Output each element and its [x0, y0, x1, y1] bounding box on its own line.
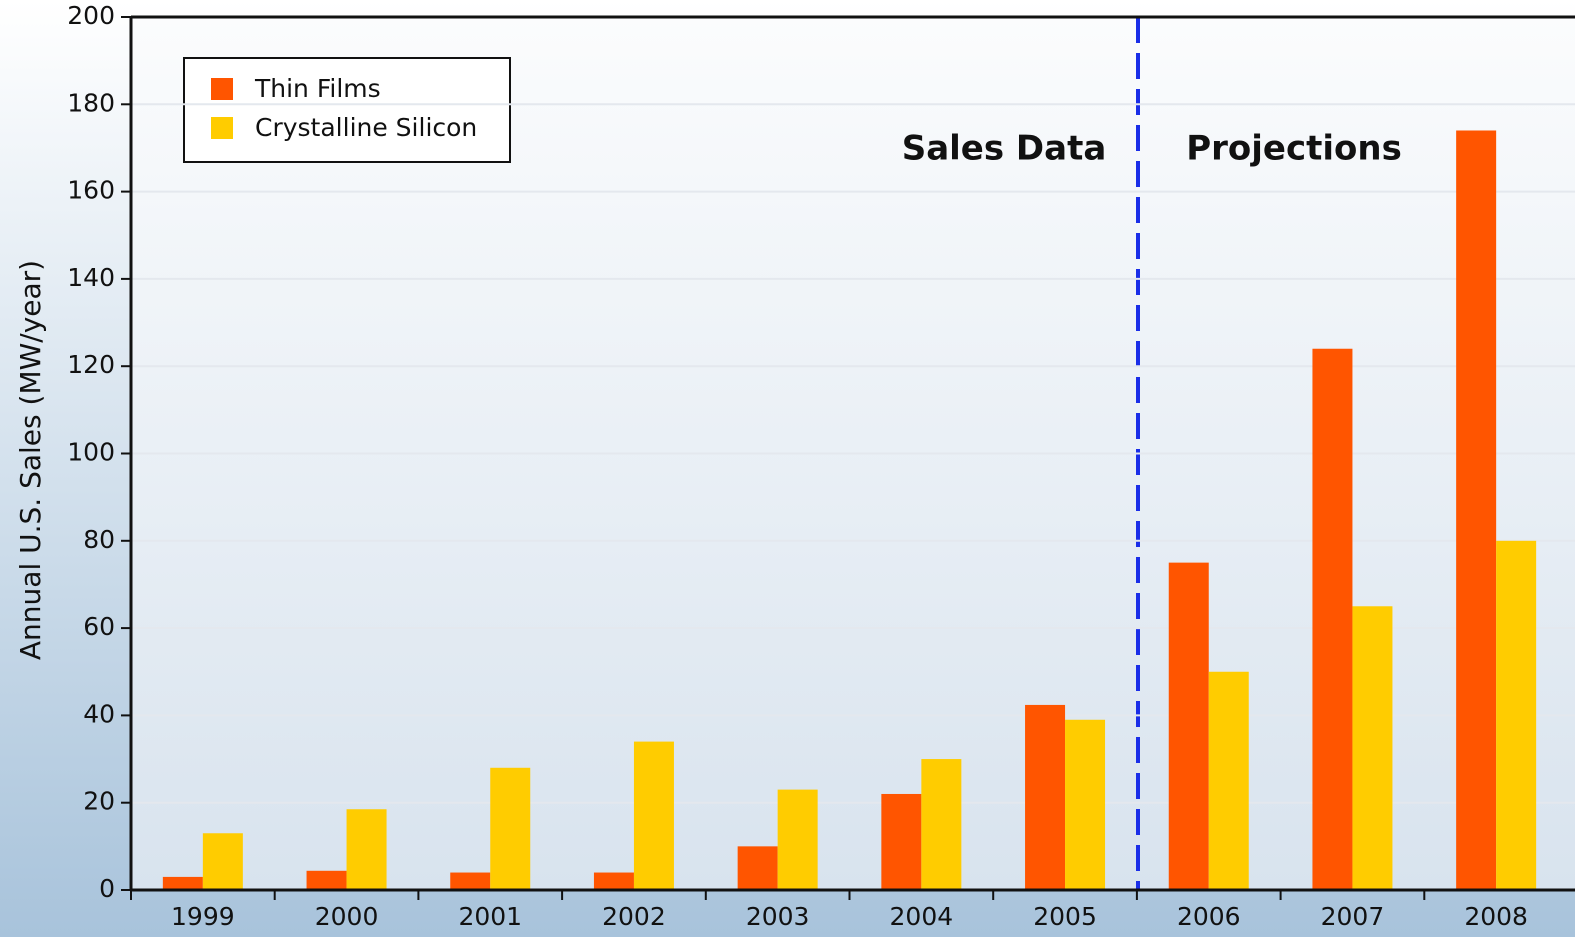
bar [1168, 562, 1209, 890]
y-tick-label: 200 [67, 1, 115, 30]
bar [1025, 704, 1066, 890]
bar [1456, 130, 1497, 891]
x-tick-label: 2005 [1033, 902, 1097, 931]
bar [881, 793, 922, 890]
y-tick-label: 160 [67, 176, 115, 205]
bar [202, 833, 243, 890]
x-tick-label: 2002 [602, 902, 666, 931]
y-tick-label: 180 [67, 88, 115, 117]
annotation: Sales Data [902, 129, 1107, 169]
bar [1352, 606, 1393, 890]
legend-swatch [211, 117, 233, 139]
x-tick-label: 2004 [890, 902, 954, 931]
y-tick-label: 100 [67, 438, 115, 467]
bar [633, 741, 674, 890]
y-axis-label: Annual U.S. Sales (MW/year) [14, 260, 47, 660]
legend-swatch [211, 78, 233, 100]
y-tick-label: 80 [83, 525, 115, 554]
bar [450, 872, 491, 890]
bar [490, 767, 531, 890]
bar [1208, 671, 1249, 890]
legend-label: Thin Films [254, 74, 381, 103]
y-tick-label: 0 [99, 874, 115, 903]
y-tick-label: 120 [67, 350, 115, 379]
annotation: Projections [1186, 129, 1402, 169]
x-tick-label: 2006 [1177, 902, 1241, 931]
x-tick-label: 2008 [1464, 902, 1528, 931]
bar [162, 876, 203, 890]
y-tick-label: 20 [83, 787, 115, 816]
y-tick-label: 60 [83, 612, 115, 641]
y-tick-label: 40 [83, 699, 115, 728]
bar [1496, 540, 1537, 890]
bar [593, 872, 634, 890]
bar [737, 846, 778, 890]
bar [1312, 348, 1353, 890]
legend-box [183, 57, 511, 163]
x-tick-label: 2007 [1321, 902, 1385, 931]
bar [1065, 719, 1106, 890]
x-tick-label: 2001 [458, 902, 522, 931]
bar [777, 789, 818, 890]
x-tick-label: 1999 [171, 902, 235, 931]
y-tick-label: 140 [67, 263, 115, 292]
bar [306, 870, 347, 890]
bar [921, 759, 962, 890]
x-tick-label: 2003 [746, 902, 810, 931]
bar [346, 809, 387, 890]
x-tick-label: 2000 [315, 902, 379, 931]
legend-label: Crystalline Silicon [255, 113, 477, 142]
